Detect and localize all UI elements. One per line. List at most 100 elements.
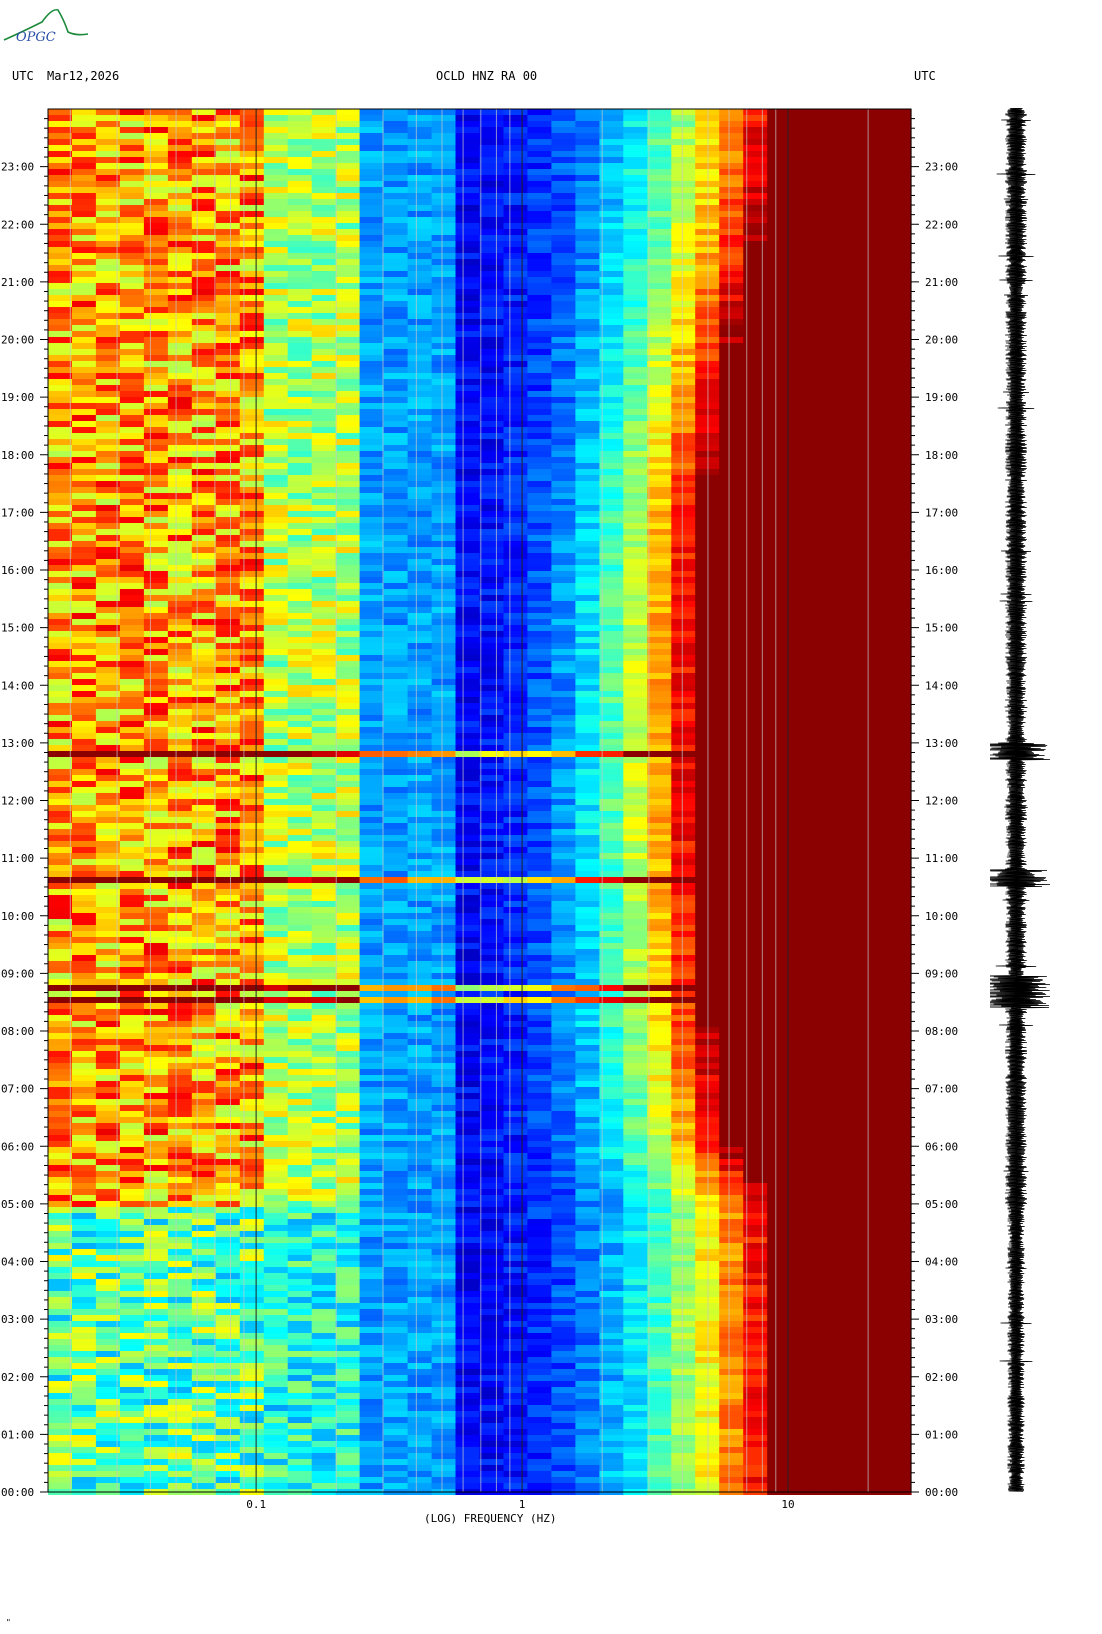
spectrogram-cell <box>383 499 409 505</box>
spectrogram-cell <box>551 505 576 511</box>
spectrogram-cell <box>191 151 217 157</box>
spectrogram-cell <box>215 703 241 709</box>
spectrogram-cell <box>263 883 289 889</box>
spectrogram-cell <box>95 727 121 733</box>
spectrogram-cell <box>503 661 529 667</box>
spectrogram-cell <box>575 733 600 739</box>
spectrogram-cell <box>95 841 121 847</box>
spectrogram-cell <box>239 577 265 583</box>
spectrogram-cell <box>767 217 792 223</box>
spectrogram-cell <box>167 847 193 853</box>
spectrogram-cell <box>239 937 265 943</box>
spectrogram-cell <box>695 649 720 655</box>
spectrogram-cell <box>359 217 385 223</box>
spectrogram-cell <box>191 679 217 685</box>
spectrogram-cell <box>311 241 337 247</box>
spectrogram-cell <box>455 547 481 553</box>
spectrogram-cell <box>719 289 744 295</box>
spectrogram-cell <box>119 427 145 433</box>
spectrogram-cell <box>119 499 145 505</box>
spectrogram-cell <box>815 217 840 223</box>
spectrogram-cell <box>263 565 289 571</box>
spectrogram-cell <box>863 217 888 223</box>
spectrogram-cell <box>671 163 696 169</box>
spectrogram-cell <box>887 355 912 361</box>
spectrogram-cell <box>719 433 744 439</box>
spectrogram-cell <box>191 919 217 925</box>
spectrogram-cell <box>263 451 289 457</box>
spectrogram-cell <box>383 553 409 559</box>
spectrogram-cell <box>215 469 241 475</box>
spectrogram-cell <box>575 235 600 241</box>
spectrogram-cell <box>551 763 576 769</box>
spectrogram-cell <box>887 211 912 217</box>
spectrogram-cell <box>311 679 337 685</box>
spectrogram-cell <box>791 541 816 547</box>
spectrogram-cell <box>167 721 193 727</box>
spectrogram-cell <box>839 403 864 409</box>
spectrogram-cell <box>95 193 121 199</box>
spectrogram-cell <box>791 265 816 271</box>
spectrogram-cell <box>887 379 912 385</box>
spectrogram-cell <box>551 841 576 847</box>
spectrogram-cell <box>431 895 457 901</box>
spectrogram-cell <box>479 703 505 709</box>
spectrogram-cell <box>695 547 720 553</box>
spectrogram-cell <box>527 295 552 301</box>
spectrogram-cell <box>503 727 529 733</box>
spectrogram-cell <box>143 493 169 499</box>
spectrogram-cell <box>743 751 768 757</box>
spectrogram-cell <box>335 739 361 745</box>
spectrogram-cell <box>167 427 193 433</box>
spectrogram-cell <box>239 205 265 211</box>
spectrogram-cell <box>791 499 816 505</box>
spectrogram-cell <box>767 697 792 703</box>
spectrogram-cell <box>527 859 552 865</box>
spectrogram-cell <box>719 193 744 199</box>
spectrogram-cell <box>383 697 409 703</box>
spectrogram-cell <box>671 337 696 343</box>
spectrogram-cell <box>527 811 552 817</box>
spectrogram-cell <box>287 337 313 343</box>
spectrogram-cell <box>863 445 888 451</box>
spectrogram-cell <box>191 781 217 787</box>
spectrogram-cell <box>215 295 241 301</box>
spectrogram-cell <box>143 295 169 301</box>
spectrogram-cell <box>311 385 337 391</box>
spectrogram-cell <box>143 229 169 235</box>
spectrogram-cell <box>719 547 744 553</box>
spectrogram-cell <box>431 361 457 367</box>
spectrogram-cell <box>695 913 720 919</box>
spectrogram-cell <box>263 685 289 691</box>
spectrogram-cell <box>287 379 313 385</box>
spectrogram-cell <box>263 853 289 859</box>
spectrogram-cell <box>551 601 576 607</box>
spectrogram-cell <box>119 739 145 745</box>
spectrogram-cell <box>359 289 385 295</box>
spectrogram-cell <box>551 631 576 637</box>
spectrogram-cell <box>239 889 265 895</box>
spectrogram-cell <box>551 757 576 763</box>
spectrogram-cell <box>815 241 840 247</box>
spectrogram-cell <box>479 163 505 169</box>
spectrogram-cell <box>503 205 529 211</box>
spectrogram-cell <box>311 721 337 727</box>
spectrogram-cell <box>647 871 672 877</box>
spectrogram-cell <box>479 505 505 511</box>
spectrogram-cell <box>623 787 648 793</box>
spectrogram-cell <box>48 607 73 613</box>
spectrogram-cell <box>359 703 385 709</box>
spectrogram-cell <box>599 145 624 151</box>
spectrogram-cell <box>839 877 864 883</box>
spectrogram-cell <box>95 829 121 835</box>
spectrogram-cell <box>95 607 121 613</box>
spectrogram-cell <box>359 529 385 535</box>
spectrogram-cell <box>119 607 145 613</box>
spectrogram-cell <box>647 367 672 373</box>
spectrogram-cell <box>767 487 792 493</box>
spectrogram-cell <box>839 739 864 745</box>
spectrogram-cell <box>791 643 816 649</box>
spectrogram-cell <box>719 817 744 823</box>
spectrogram-cell <box>72 187 97 193</box>
spectrogram-cell <box>551 295 576 301</box>
